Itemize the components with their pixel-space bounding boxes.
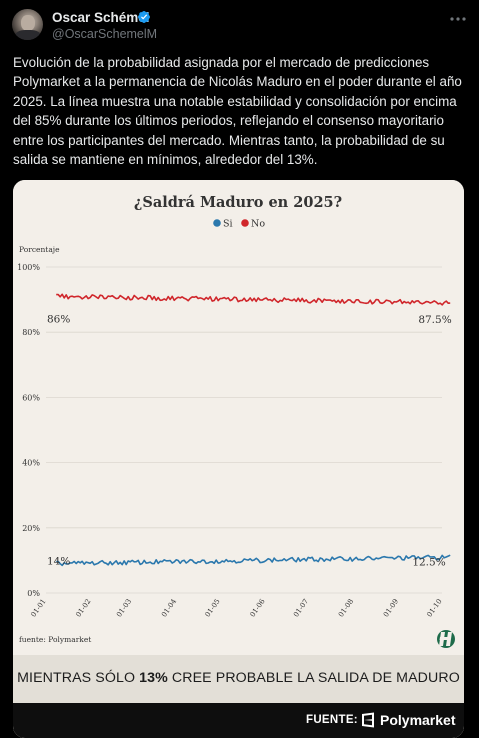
y-tick-label: 40%: [22, 459, 40, 468]
data-label: 12.5%: [412, 556, 445, 568]
caption-text-after: CREE PROBABLE LA SALIDA DE MADURO: [167, 670, 460, 686]
tweet-text: Evolución de la probabilidad asignada po…: [13, 55, 462, 168]
polymarket-brand-icon: [362, 712, 374, 728]
caption-text-before: MIENTRAS SÓLO: [17, 670, 140, 686]
y-tick-label: 100%: [17, 263, 40, 272]
line-chart: ¿Saldrá Maduro en 2025? Si No Porcentaje 0% 2…: [13, 194, 455, 648]
x-tick-label: 01-02: [74, 598, 92, 619]
source-bar: FUENTE: Polymarket: [13, 703, 464, 738]
y-tick-label: 80%: [22, 328, 40, 337]
x-tick-label: 01-01: [30, 598, 48, 619]
polymarket-logo-icon: [437, 630, 455, 648]
legend-marker-si: [213, 219, 221, 227]
data-label: 87.5%: [418, 314, 451, 326]
data-label: 86%: [47, 314, 70, 326]
chart-card: ¿Saldrá Maduro en 2025? Si No Porcentaje 0% 2…: [13, 180, 464, 655]
polymarket-brand-name: Polymarket: [380, 712, 456, 728]
caption-text: MIENTRAS SÓLO 13% CREE PROBABLE LA SALID…: [13, 670, 464, 686]
author-name[interactable]: Oscar Schémel: [52, 10, 150, 25]
avatar[interactable]: [12, 9, 43, 40]
x-tick-label: 01-09: [382, 598, 400, 619]
caption-text-bold: 13%: [139, 670, 168, 686]
series-line-si: [56, 554, 451, 567]
legend-marker-no: [241, 219, 249, 227]
y-tick-label: 60%: [22, 393, 40, 402]
tweet-header: Oscar Schémel @OscarSchemelM: [0, 0, 479, 50]
x-tick-label: 01-03: [115, 598, 133, 619]
legend-label-no: No: [251, 219, 265, 230]
y-tick-label: 0%: [27, 589, 40, 598]
x-tick-label: 01-08: [337, 598, 355, 619]
x-tick-label: 01-06: [249, 597, 267, 619]
source-label: FUENTE:: [306, 714, 358, 726]
y-axis-label: Porcentaje: [19, 245, 60, 254]
chart-source: fuente: Polymarket: [19, 635, 91, 644]
x-tick-label: 01-10: [426, 598, 444, 619]
chart-title: ¿Saldrá Maduro en 2025?: [134, 194, 342, 211]
more-options-icon[interactable]: [448, 12, 468, 26]
legend-label-si: Si: [223, 219, 233, 230]
series-line-no: [56, 293, 451, 306]
verified-badge-icon: [138, 11, 150, 23]
x-tick-label: 01-05: [204, 598, 222, 619]
caption-banner: MIENTRAS SÓLO 13% CREE PROBABLE LA SALID…: [13, 655, 464, 738]
x-tick-label: 01-07: [292, 598, 310, 619]
tweet-media-image[interactable]: ¿Saldrá Maduro en 2025? Si No Porcentaje 0% 2…: [13, 180, 464, 738]
author-handle[interactable]: @OscarSchemelM: [52, 27, 158, 41]
data-label: 14%: [47, 555, 70, 567]
y-tick-label: 20%: [22, 524, 40, 533]
x-tick-label: 01-04: [160, 597, 178, 619]
